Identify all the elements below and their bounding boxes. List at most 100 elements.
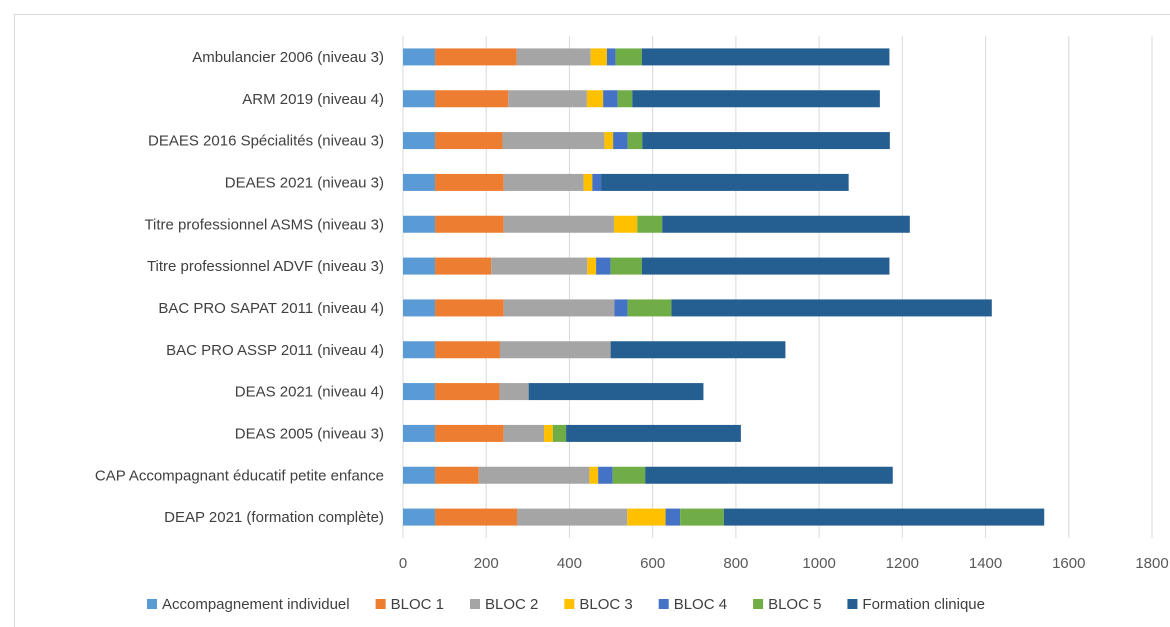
bar-segment (508, 90, 587, 108)
bar-segment (615, 48, 642, 66)
gridlines (402, 36, 1153, 538)
bar-segment (612, 466, 646, 484)
legend-swatch (147, 599, 157, 609)
bar-segment (590, 48, 607, 66)
bar-segment (632, 90, 880, 108)
bar-segment (587, 257, 597, 275)
bar-segment (517, 508, 628, 526)
x-tick-label: 1800 (1135, 555, 1168, 572)
category-label: DEAP 2021 (formation complète) (164, 509, 384, 526)
x-tick-labels: 0 200 400 600 800 1000 1200 1400 1600 1800 (399, 555, 1169, 572)
legend-entry: BLOC 4 (674, 596, 727, 613)
bar-segment (435, 173, 504, 191)
bar-segment (403, 48, 436, 66)
category-label: CAP Accompagnant éducatif petite enfance (95, 467, 384, 484)
legend-entry: Formation clinique (862, 596, 985, 613)
bar-segment (723, 508, 1045, 526)
bar-segment (662, 215, 910, 233)
bar-segment (604, 132, 614, 150)
bar-segment (613, 215, 638, 233)
bar-segment (503, 299, 615, 317)
x-tick-label: 1600 (1052, 555, 1085, 572)
bar-segment (435, 299, 504, 317)
bar-segment (613, 132, 628, 150)
bar-segment (502, 132, 605, 150)
category-label: Titre professionnel ASMS (niveau 3) (144, 216, 384, 233)
bar-segment (610, 257, 642, 275)
category-labels: Ambulancier 2006 (niveau 3) ARM 2019 (niv… (95, 49, 384, 526)
bar-segment (403, 508, 436, 526)
bar-segment (435, 215, 504, 233)
bar-segment (435, 48, 517, 66)
bar-segment (627, 508, 666, 526)
bar-segment (491, 257, 588, 275)
bar-segment (641, 48, 890, 66)
legend-swatch (469, 599, 480, 609)
x-tick-label: 400 (557, 555, 582, 572)
bar-segment (671, 299, 992, 317)
bars (403, 48, 1045, 526)
bar-segment (614, 299, 628, 317)
bar-segment (665, 508, 681, 526)
legend-entry: Accompagnement individuel (162, 596, 350, 613)
legend-swatch (564, 599, 575, 609)
bar-segment (435, 90, 509, 108)
bar-segment (583, 173, 593, 191)
category-label: DEAES 2021 (niveau 3) (225, 174, 384, 191)
x-tick-label: 200 (474, 555, 499, 572)
category-label: BAC PRO SAPAT 2011 (niveau 4) (158, 300, 384, 317)
legend-swatch (658, 599, 669, 609)
bar-segment (435, 257, 492, 275)
x-tick-label: 1400 (969, 555, 1002, 572)
bar-segment (603, 90, 618, 108)
bar-segment (403, 90, 436, 108)
category-label: Ambulancier 2006 (niveau 3) (192, 49, 384, 66)
x-tick-label: 600 (640, 555, 665, 572)
bar-segment (516, 48, 591, 66)
bar-segment (566, 424, 741, 442)
bar-segment (403, 299, 436, 317)
bar-segment (642, 132, 890, 150)
bar-segment (503, 215, 614, 233)
bar-segment (552, 424, 567, 442)
bar-segment (601, 173, 849, 191)
bar-segment (528, 383, 704, 401)
bar-segment (435, 341, 500, 359)
bar-segment (596, 257, 611, 275)
bar-segment (606, 48, 616, 66)
legend-swatch (375, 599, 386, 609)
bar-segment (403, 424, 436, 442)
bar-segment (627, 299, 672, 317)
bar-segment (592, 173, 602, 191)
bar-segment (403, 132, 436, 150)
bar-segment (589, 466, 599, 484)
category-label: ARM 2019 (niveau 4) (242, 91, 384, 108)
x-tick-label: 800 (723, 555, 748, 572)
bar-segment (435, 508, 518, 526)
category-label: Titre professionnel ADVF (niveau 3) (147, 258, 384, 275)
category-label: DEAS 2021 (niveau 4) (235, 384, 384, 401)
bar-segment (403, 383, 436, 401)
bar-segment (503, 173, 584, 191)
x-tick-label: 1000 (802, 555, 835, 572)
bar-segment (403, 466, 436, 484)
bar-segment (499, 341, 611, 359)
legend-swatch (847, 599, 858, 609)
bar-segment (403, 215, 436, 233)
bar-segment (478, 466, 590, 484)
category-label: DEAS 2005 (niveau 3) (235, 425, 384, 442)
bar-segment (435, 466, 479, 484)
bar-segment (544, 424, 553, 442)
x-tick-label: 1200 (886, 555, 919, 572)
legend-entry: BLOC 3 (579, 596, 632, 613)
bar-segment (641, 257, 890, 275)
bar-segment (435, 383, 500, 401)
legend-entry: BLOC 1 (391, 596, 444, 613)
legend-entry: BLOC 5 (768, 596, 821, 613)
bar-segment (637, 215, 663, 233)
bar-segment (503, 424, 545, 442)
bar-segment (403, 173, 436, 191)
category-label: DEAES 2016 Spécialités (niveau 3) (148, 133, 384, 150)
bar-segment (403, 341, 436, 359)
